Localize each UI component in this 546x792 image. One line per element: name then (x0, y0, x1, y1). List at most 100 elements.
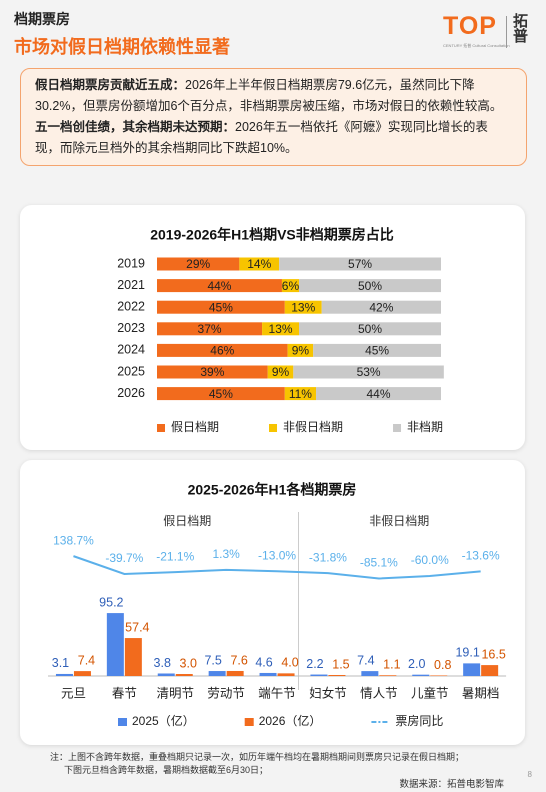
bar (208, 671, 226, 676)
legend-label: 非档期 (407, 420, 443, 434)
value-label: 45% (209, 387, 233, 401)
bar (106, 613, 124, 676)
value-label: 44% (367, 387, 391, 401)
bar-segment (284, 300, 322, 314)
value-label: 138.7% (53, 533, 94, 547)
legend-label: 2025（亿） (132, 713, 195, 728)
value-label: 1.3% (212, 547, 240, 561)
bar (481, 665, 499, 676)
value-label: 53% (357, 365, 381, 379)
value-label: 45% (209, 300, 233, 314)
value-label: 1.5 (332, 657, 349, 671)
bar-segment (157, 300, 285, 314)
value-label: 16.5 (481, 647, 505, 661)
y-tick-label: 2024 (117, 343, 145, 357)
value-label: 57% (348, 257, 372, 271)
bar (328, 675, 346, 676)
bar-segment (284, 387, 317, 401)
bar (379, 675, 397, 676)
value-label: 57.4 (125, 620, 149, 634)
summary-paragraph: 五一档创佳绩，其余档期未达预期：2026年五一档依托《阿嬷》实现同比增长的表现，… (35, 117, 512, 159)
y-tick-label: 2022 (117, 299, 145, 313)
bar-segment (313, 343, 441, 357)
value-label: 37% (198, 322, 222, 336)
summary-paragraph: 假日档期票房贡献近五成：2026年上半年假日档期票房79.6亿元，虽然同比下降3… (35, 75, 512, 117)
bar (124, 638, 142, 676)
bar (55, 673, 73, 676)
y-tick-label: 2026 (117, 386, 145, 400)
note: 注：上图不含跨年数据，重叠档期只记录一次，如历年端午档均在暑期档期间则票房只记录… (50, 752, 465, 762)
value-label: 50% (358, 322, 382, 336)
value-label: 4.0 (281, 656, 298, 670)
legend-label: 票房同比 (395, 713, 443, 728)
value-label: 44% (207, 279, 231, 293)
x-tick-label: 春节 (112, 686, 137, 700)
value-label: 19.1 (455, 646, 479, 660)
bar (226, 670, 244, 676)
note: 下图元旦档含跨年数据，暑期档数据截至6月30日； (64, 765, 269, 775)
x-tick-label: 情人节 (360, 686, 398, 700)
value-label: 0.8 (434, 658, 451, 672)
value-label: 46% (210, 344, 234, 358)
legend-marker (393, 424, 402, 432)
value-label: 4.6 (255, 655, 272, 669)
legend-label: 假日档期 (171, 420, 219, 434)
bar-segment (293, 365, 444, 379)
line (73, 555, 481, 580)
group-label: 非假日档期 (369, 514, 429, 528)
legend-label: 2026（亿） (259, 713, 322, 728)
x-tick-label: 妇女节 (309, 685, 347, 700)
legend-label: 非假日档期 (283, 420, 343, 434)
bar-segment (287, 343, 314, 357)
summary-lead: 假日档期票房贡献近五成： (35, 78, 186, 92)
y-tick-label: 2021 (117, 278, 145, 292)
value-label: 7.4 (357, 653, 374, 667)
bar-segment (157, 387, 285, 401)
legend-marker (157, 424, 165, 432)
bar (361, 671, 379, 676)
notes: 注：上图不含跨年数据，重叠档期只记录一次，如历年端午档均在暑期档期间则票房只记录… (50, 751, 464, 777)
bar-segment (321, 300, 441, 314)
bar-segment (157, 343, 288, 357)
x-tick-label: 清明节 (156, 686, 194, 700)
value-label: 3.0 (180, 656, 197, 670)
bar (259, 672, 277, 676)
x-tick-label: 暑期档 (462, 686, 500, 700)
value-label: 3.8 (154, 656, 171, 670)
value-label: 7.4 (78, 653, 95, 667)
value-label: -31.8% (309, 550, 347, 564)
value-label: 42% (369, 300, 393, 314)
bar-segment (279, 257, 441, 271)
value-label: 9% (272, 365, 290, 379)
value-label: 13% (269, 322, 293, 336)
summary-text: 2026年五一档依托《阿嬷》实现同比增长的表现，而除元旦档外的其余档期同比下跌超… (35, 120, 488, 155)
bar-segment (267, 365, 294, 379)
bar-segment (299, 322, 441, 336)
bar (157, 673, 175, 676)
logo-text: TOP (443, 12, 497, 40)
bar (277, 673, 295, 676)
legend-marker (118, 718, 127, 726)
source: 数据来源：拓普电影智库 (399, 779, 504, 790)
value-label: -13.6% (462, 549, 500, 563)
value-label: 14% (247, 257, 271, 271)
bar-segment (157, 257, 240, 271)
chart-title: 2025-2026年H1各档期票房 (188, 482, 357, 498)
value-label: -60.0% (411, 553, 449, 567)
value-label: -39.7% (105, 551, 143, 565)
legend-marker (244, 718, 254, 726)
bar-segment (157, 279, 282, 293)
summary-text: 2026年上半年假日档期票房79.6亿元，虽然同比下降30.2%，但票房份额增加… (35, 78, 503, 113)
logo-subtext: CENTURY 拓普 Cultural Consultation (443, 43, 510, 48)
logo-chinese: 拓普 (511, 13, 528, 43)
chart-card (20, 460, 525, 745)
bar-segment (239, 257, 280, 271)
value-label: 7.5 (204, 653, 221, 667)
legend-marker (269, 424, 278, 432)
value-label: 2.2 (306, 657, 323, 671)
y-tick-label: 2019 (117, 256, 145, 270)
bar-segment (281, 279, 299, 293)
y-tick-label: 2025 (117, 364, 145, 378)
